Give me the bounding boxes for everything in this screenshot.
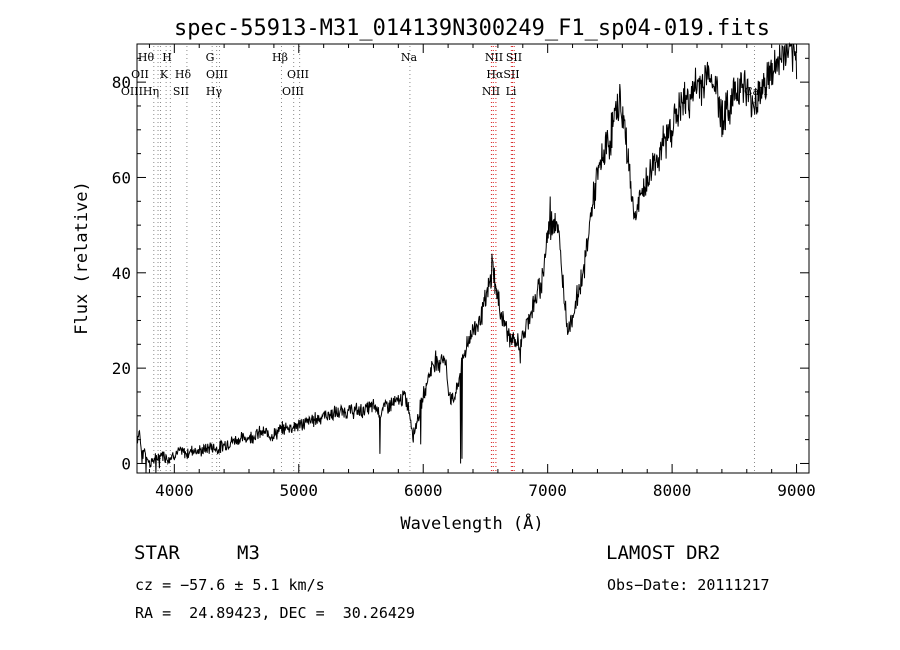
line-markers	[153, 46, 755, 471]
line-marker-label: K	[160, 68, 169, 81]
line-marker-label: OIII	[206, 68, 228, 81]
line-marker-label: H	[162, 51, 172, 64]
line-marker-label: NII	[482, 85, 500, 98]
y-axis-ticks: 0 20 40 60 80	[112, 57, 809, 473]
line-marker-label: Hθ	[138, 51, 155, 64]
x-tick-label: 4000	[155, 481, 194, 500]
y-tick-label: 80	[112, 73, 131, 92]
line-marker-label: NII	[485, 51, 503, 64]
x-tick-label: 9000	[777, 481, 816, 500]
line-marker-label: OIIIHη	[121, 85, 159, 98]
x-tick-label: 6000	[404, 481, 443, 500]
line-marker-label: OIII	[282, 85, 304, 98]
line-marker-label: Hδ	[175, 68, 192, 81]
line-marker-label: OII	[131, 68, 149, 81]
sky-coordinates: RA = 24.89423, DEC = 30.26429	[135, 604, 415, 622]
object-class: STAR	[134, 542, 180, 564]
line-marker-label: Hγ	[206, 85, 223, 98]
survey-name: LAMOST DR2	[606, 542, 721, 564]
line-marker-label: HαSII	[486, 68, 519, 81]
y-tick-label: 20	[112, 359, 131, 378]
line-marker-label: SII	[173, 85, 189, 98]
observation-date: Obs−Date: 20111217	[607, 576, 770, 594]
x-tick-label: 8000	[653, 481, 692, 500]
line-marker-label: Li	[506, 85, 517, 98]
y-tick-label: 40	[112, 264, 131, 283]
line-marker-label: Na	[401, 51, 418, 64]
line-marker-label: SII	[506, 51, 522, 64]
line-marker-label: OIII	[287, 68, 309, 81]
y-tick-label: 0	[121, 454, 131, 473]
x-tick-label: 5000	[280, 481, 319, 500]
y-axis-label: Flux (relative)	[72, 181, 92, 335]
x-axis-label: Wavelength (Å)	[400, 512, 543, 534]
spectrum-line	[136, 42, 798, 474]
spectrum-flux-path	[136, 42, 798, 474]
x-axis-ticks: 4000 5000 6000 7000 8000 9000	[148, 44, 816, 500]
x-tick-label: 7000	[528, 481, 567, 500]
object-subclass: M3	[237, 542, 260, 564]
chart-title: spec-55913-M31_014139N300249_F1_sp04-019…	[174, 16, 770, 41]
y-tick-label: 60	[112, 168, 131, 187]
redshift-velocity: cz = −57.6 ± 5.1 km/s	[135, 576, 325, 594]
plot-frame	[136, 43, 810, 474]
line-marker-label: Hβ	[272, 51, 288, 64]
line-marker-label: G	[206, 51, 215, 64]
